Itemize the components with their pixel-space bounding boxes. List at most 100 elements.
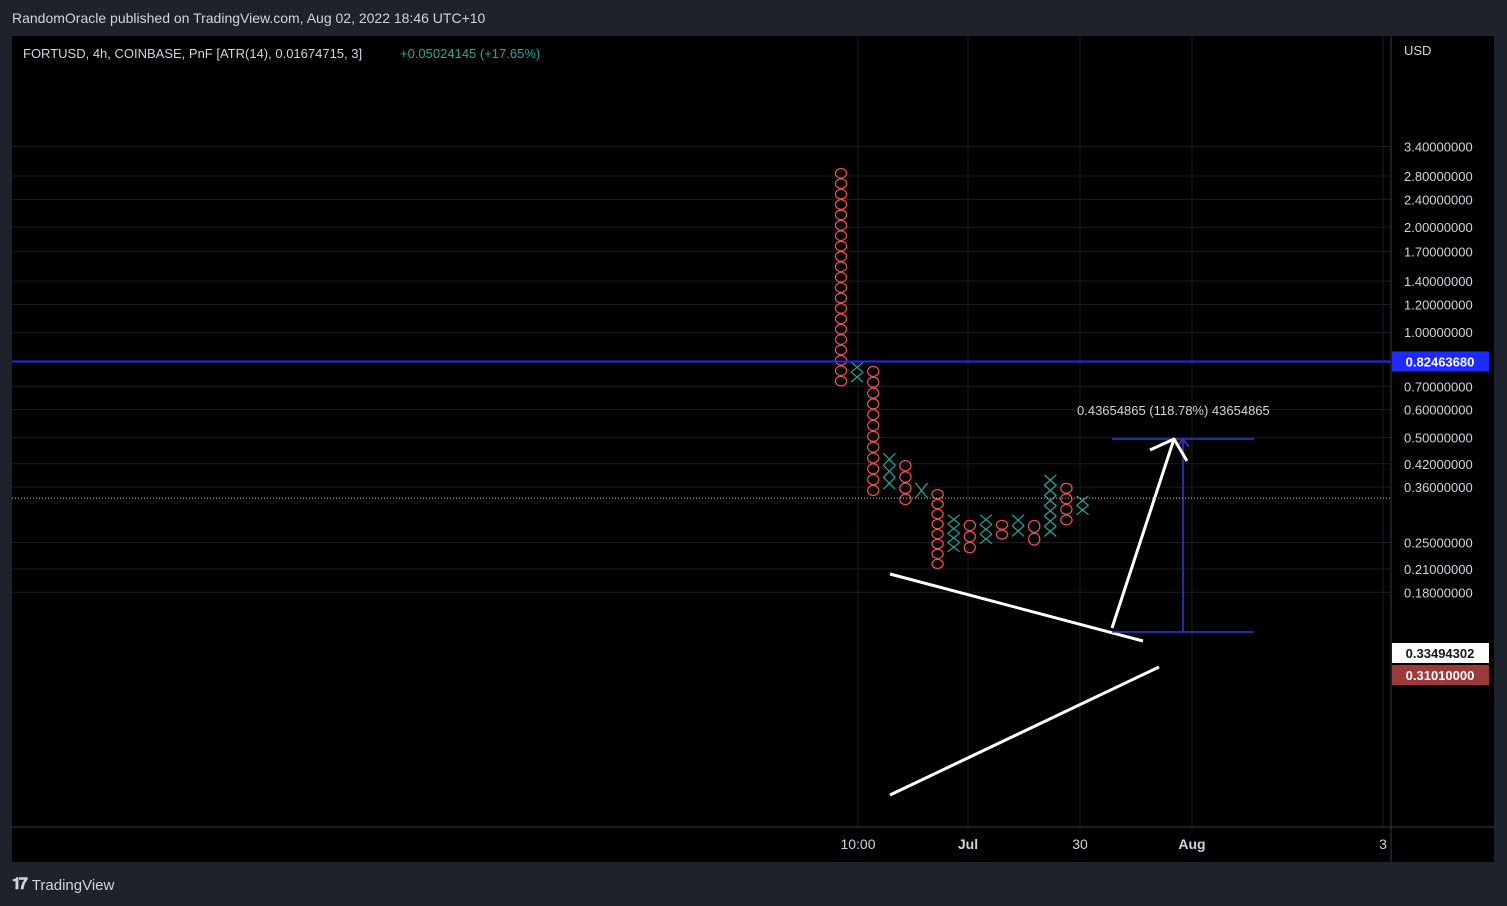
pnf-o-mark [931,528,944,540]
lower-trendline[interactable] [889,665,1160,797]
currency-label: USD [1404,43,1431,58]
pnf-o-mark [867,398,880,410]
pnf-o-mark [1028,532,1041,546]
publisher-text: RandomOracle published on TradingView.co… [12,10,486,26]
pnf-column-o [1028,519,1041,546]
pnf-o-mark [834,365,848,377]
price-axis[interactable]: 3.40000000 2.80000000 2.40000000 2.00000000… [1404,140,1473,601]
breakout-arrowhead-icon [1149,437,1189,462]
pnf-o-mark [1060,493,1073,505]
pnf-o-mark [867,463,880,475]
y-tick-label: 1.20000000 [1404,298,1473,313]
x-tick-label: 10:00 [840,836,875,852]
pnf-o-mark [867,430,880,442]
pnf-o-mark [834,334,848,345]
pnf-o-mark [834,167,848,179]
pnf-chart-svg[interactable]: 0.82463680 0.33494302 0.31010000 3.4000000… [12,36,1494,862]
pnf-o-mark [867,441,880,453]
pnf-column-x [915,482,928,499]
pnf-o-mark [834,313,848,325]
pnf-x-mark [1043,515,1057,527]
price-label: 0.33494302 [1406,646,1475,661]
y-tick-label: 0.60000000 [1404,403,1473,418]
pnf-x-mark [850,361,864,373]
pnf-o-mark [834,344,848,356]
pnf-column-o [963,519,977,554]
pnf-o-mark [867,376,880,388]
pnf-x-mark [1076,495,1089,506]
pnf-column-o [1060,482,1073,526]
y-tick-label: 0.50000000 [1404,430,1473,445]
pnf-o-mark [867,484,880,497]
publisher-bar: RandomOracle published on TradingView.co… [0,0,1507,36]
pnf-column-x [850,361,864,383]
pnf-x-mark [1011,514,1025,527]
pnf-o-mark [899,471,912,483]
pnf-o-mark [867,409,880,421]
pnf-x-mark [947,542,961,553]
footer: 𝟏𝟕 TradingView [12,874,114,896]
pnf-o-mark [963,530,977,543]
pnf-o-mark [834,354,848,366]
pnf-o-mark [834,199,848,210]
y-tick-label: 0.18000000 [1404,585,1473,600]
x-tick-label: 3 [1379,836,1387,852]
pnf-x-mark [1043,525,1057,537]
pnf-column-x [979,514,993,545]
chart-area[interactable]: 0.82463680 0.33494302 0.31010000 3.4000000… [12,36,1494,862]
pnf-o-mark [834,292,848,304]
pnf-o-mark [867,387,880,399]
y-tick-label: 2.40000000 [1404,192,1473,207]
pnf-o-mark [834,271,848,283]
pnf-o-mark [834,240,848,252]
x-tick-label: Aug [1178,836,1205,852]
upper-trendline[interactable] [889,572,1144,643]
pnf-o-mark [963,519,977,532]
y-tick-label: 2.80000000 [1404,169,1473,184]
pnf-o-mark [834,178,848,190]
pnf-column-x [1076,495,1089,516]
pnf-o-mark [931,548,944,560]
pnf-x-mark [882,452,896,466]
x-tick-label: 30 [1072,836,1088,852]
pnf-x-mark [850,371,864,383]
y-tick-label: 1.00000000 [1404,325,1473,340]
pnf-o-mark [963,541,977,554]
pnf-x-mark [1043,484,1057,496]
pnf-o-mark [834,219,848,231]
breakout-arrow[interactable] [1110,438,1176,629]
symbol-legend[interactable]: FORTUSD, 4h, COINBASE, PnF [ATR(14), 0.0… [23,46,362,61]
pnf-o-mark [834,261,848,273]
pnf-o-mark [834,282,848,293]
pnf-o-mark [1028,519,1041,533]
y-tick-label: 0.21000000 [1404,562,1473,577]
x-tick-label: Jul [958,836,978,852]
pnf-o-mark [899,482,912,494]
pnf-o-mark [867,452,880,464]
pnf-o-mark [995,529,1009,540]
price-label: 0.31010000 [1406,668,1475,683]
pnf-x-mark [979,533,993,545]
pnf-o-mark [867,473,880,486]
pnf-column-o [931,489,944,570]
pnf-x-mark [882,476,896,490]
pnf-o-mark [931,489,944,500]
measure-label: 0.43654865 (118.78%) 43654865 [1077,403,1270,418]
price-label-bg [1392,351,1489,372]
pnf-x-mark [1043,474,1057,486]
pnf-x-mark [947,532,961,544]
price-lines: 0.82463680 0.33494302 0.31010000 [12,351,1489,685]
grid-lines [12,36,1391,827]
pnf-o-mark [995,519,1009,530]
pnf-x-mark [1076,504,1089,516]
price-label: 0.82463680 [1406,354,1475,369]
price-label-bg [1392,643,1489,663]
pnf-o-mark [931,508,944,520]
pnf-o-mark [1060,503,1073,515]
pnf-column-o [899,459,912,506]
pnf-x-mark [1043,505,1057,517]
y-tick-label: 0.42000000 [1404,457,1473,472]
time-axis[interactable]: 10:00 Jul 30 Aug 3 [840,836,1387,852]
pnf-o-mark [1060,482,1073,494]
drawings[interactable] [889,437,1254,797]
